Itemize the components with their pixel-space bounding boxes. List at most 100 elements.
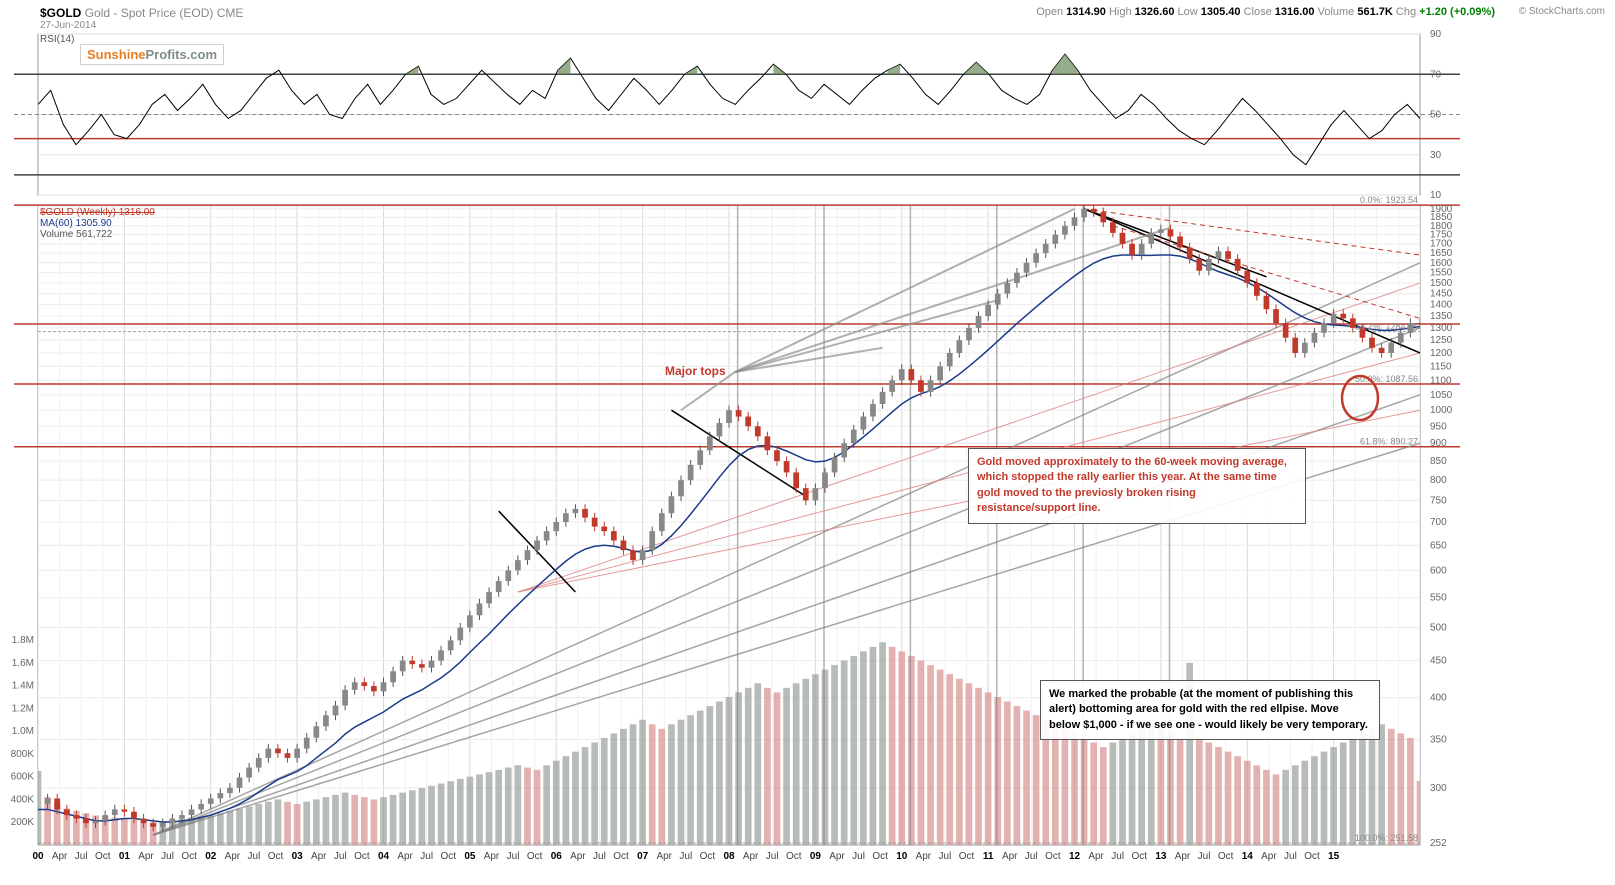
svg-text:0.0%: 1923.54: 0.0%: 1923.54 (1360, 195, 1418, 205)
svg-text:00: 00 (32, 851, 44, 862)
svg-text:Oct: Oct (1304, 851, 1320, 862)
legend-volume: Volume 561,722 (40, 229, 155, 240)
svg-text:1200: 1200 (1430, 348, 1453, 359)
svg-text:1.0M: 1.0M (12, 726, 34, 737)
svg-text:Apr: Apr (311, 851, 327, 862)
svg-text:Apr: Apr (225, 851, 241, 862)
svg-text:Jul: Jul (939, 851, 952, 862)
svg-text:1550: 1550 (1430, 268, 1453, 279)
svg-text:61.8%: 890.27: 61.8%: 890.27 (1360, 437, 1418, 447)
svg-text:Jul: Jul (1284, 851, 1297, 862)
svg-text:Apr: Apr (397, 851, 413, 862)
annotation-major-tops: Major tops (665, 364, 726, 378)
svg-text:950: 950 (1430, 421, 1447, 432)
svg-text:15: 15 (1328, 851, 1340, 862)
svg-text:1150: 1150 (1430, 361, 1452, 372)
svg-text:1350: 1350 (1430, 311, 1453, 322)
main-legend: $GOLD (Weekly) 1316.00 MA(60) 1305.90 Vo… (40, 207, 155, 240)
svg-text:1.8M: 1.8M (12, 635, 34, 646)
svg-text:01: 01 (119, 851, 131, 862)
svg-text:Oct: Oct (527, 851, 543, 862)
svg-text:1450: 1450 (1430, 289, 1453, 300)
svg-text:11: 11 (983, 851, 994, 862)
svg-text:Jul: Jul (852, 851, 865, 862)
svg-text:1100: 1100 (1430, 375, 1452, 386)
legend-ma60: MA(60) 1305.90 (40, 218, 155, 229)
svg-text:600: 600 (1430, 565, 1447, 576)
svg-text:Oct: Oct (268, 851, 284, 862)
svg-text:03: 03 (292, 851, 304, 862)
svg-text:Oct: Oct (95, 851, 111, 862)
svg-text:Apr: Apr (1002, 851, 1018, 862)
svg-text:700: 700 (1430, 517, 1447, 528)
svg-text:252: 252 (1430, 838, 1447, 849)
chart-svg: 1030507090 0.0%: 1923.5438.2%: 1284.8550… (0, 0, 1615, 885)
svg-text:Apr: Apr (916, 851, 932, 862)
svg-text:Apr: Apr (570, 851, 586, 862)
svg-text:Oct: Oct (1045, 851, 1061, 862)
svg-text:Jul: Jul (161, 851, 174, 862)
svg-text:10: 10 (1430, 190, 1442, 201)
svg-text:1500: 1500 (1430, 278, 1453, 289)
chart-root: $GOLD Gold - Spot Price (EOD) CME 27-Jun… (0, 0, 1615, 885)
svg-text:550: 550 (1430, 593, 1447, 604)
svg-text:800K: 800K (11, 749, 35, 760)
svg-text:Jul: Jul (1025, 851, 1038, 862)
svg-text:1.6M: 1.6M (12, 658, 34, 669)
x-axis: 00AprJulOct01AprJulOct02AprJulOct03AprJu… (32, 851, 1339, 862)
svg-text:Apr: Apr (484, 851, 500, 862)
svg-text:Apr: Apr (52, 851, 68, 862)
svg-text:850: 850 (1430, 456, 1447, 467)
svg-text:650: 650 (1430, 540, 1447, 551)
svg-text:Apr: Apr (1261, 851, 1277, 862)
svg-text:70: 70 (1430, 69, 1442, 80)
svg-text:Apr: Apr (656, 851, 672, 862)
svg-text:06: 06 (551, 851, 563, 862)
svg-text:38.2%: 1284.85: 38.2%: 1284.85 (1355, 322, 1418, 332)
svg-text:900: 900 (1430, 438, 1447, 449)
svg-text:Jul: Jul (593, 851, 606, 862)
svg-text:Jul: Jul (507, 851, 520, 862)
annotation-commentary-2: We marked the probable (at the moment of… (1040, 680, 1380, 740)
svg-text:05: 05 (464, 851, 476, 862)
svg-text:10: 10 (896, 851, 908, 862)
svg-text:50: 50 (1430, 110, 1442, 121)
watermark-box: SunshineProfits.com (80, 44, 224, 65)
svg-text:1250: 1250 (1430, 335, 1453, 346)
svg-text:Apr: Apr (829, 851, 845, 862)
svg-text:08: 08 (723, 851, 735, 862)
annotation-commentary-1: Gold moved approximately to the 60-week … (968, 448, 1306, 524)
svg-text:Jul: Jul (420, 851, 433, 862)
svg-text:Jul: Jul (766, 851, 779, 862)
rsi-panel: 1030507090 (14, 29, 1460, 201)
svg-text:350: 350 (1430, 734, 1447, 745)
svg-text:1300: 1300 (1430, 323, 1453, 334)
svg-text:14: 14 (1242, 851, 1254, 862)
svg-text:Apr: Apr (1088, 851, 1104, 862)
svg-text:1400: 1400 (1430, 300, 1453, 311)
svg-text:Oct: Oct (441, 851, 457, 862)
svg-text:1.2M: 1.2M (12, 703, 34, 714)
svg-text:12: 12 (1069, 851, 1081, 862)
svg-text:600K: 600K (11, 772, 35, 783)
svg-text:1900: 1900 (1430, 204, 1453, 215)
svg-text:Jul: Jul (679, 851, 692, 862)
svg-text:Oct: Oct (1218, 851, 1234, 862)
svg-text:Oct: Oct (872, 851, 888, 862)
svg-text:750: 750 (1430, 495, 1447, 506)
svg-text:100.0%: 251.58: 100.0%: 251.58 (1355, 833, 1418, 843)
svg-text:450: 450 (1430, 656, 1447, 667)
svg-text:13: 13 (1155, 851, 1167, 862)
svg-text:1.4M: 1.4M (12, 681, 34, 692)
svg-text:04: 04 (378, 851, 390, 862)
svg-text:Oct: Oct (700, 851, 716, 862)
svg-text:200K: 200K (11, 817, 35, 828)
svg-text:Jul: Jul (1198, 851, 1211, 862)
svg-text:30: 30 (1430, 150, 1442, 161)
svg-text:Jul: Jul (334, 851, 347, 862)
legend-gold: $GOLD (Weekly) 1316.00 (40, 207, 155, 218)
svg-text:Oct: Oct (959, 851, 975, 862)
svg-text:Apr: Apr (138, 851, 154, 862)
svg-text:Jul: Jul (1111, 851, 1124, 862)
svg-text:1650: 1650 (1430, 248, 1453, 259)
